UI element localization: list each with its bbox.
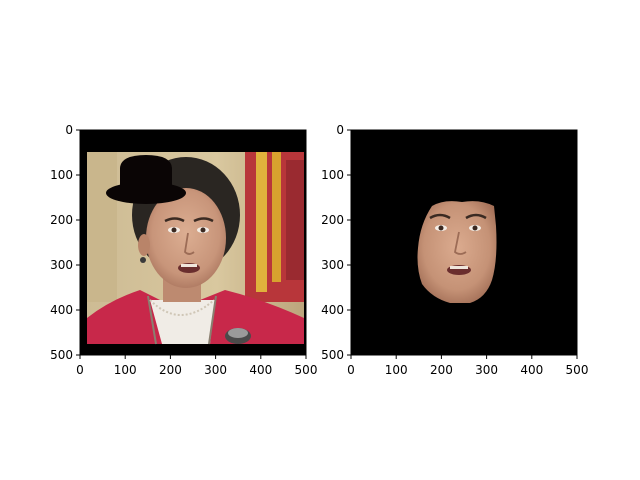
right-ytick-label: 200 — [321, 213, 344, 227]
right-axes-frame — [350, 129, 578, 356]
right-xtick-label: 100 — [385, 363, 408, 377]
left-ytick-label: 300 — [50, 258, 73, 272]
left-xtick-label: 300 — [204, 363, 227, 377]
left-xtick-label: 100 — [114, 363, 137, 377]
cropped-face — [417, 201, 497, 303]
bowler-hat-overlay — [106, 155, 186, 204]
right-ytick-label: 500 — [321, 348, 344, 362]
left-ytick-label: 0 — [65, 123, 73, 137]
right-ytick-label: 300 — [321, 258, 344, 272]
right-xtick-label: 300 — [475, 363, 498, 377]
left-ytick-label: 100 — [50, 168, 73, 182]
right-ytick-label: 100 — [321, 168, 344, 182]
left-xtick-label: 0 — [76, 363, 84, 377]
right-ytick-label: 0 — [336, 123, 344, 137]
right-xtick-label: 400 — [520, 363, 543, 377]
right-xtick-label: 200 — [430, 363, 453, 377]
left-ytick-label: 200 — [50, 213, 73, 227]
left-xtick-label: 500 — [295, 363, 318, 377]
left-xtick-label: 400 — [249, 363, 272, 377]
right-ytick-label: 400 — [321, 303, 344, 317]
right-xtick-label: 0 — [347, 363, 355, 377]
right-image-panel — [351, 130, 577, 355]
right-xtick-label: 500 — [566, 363, 589, 377]
portrait-photo — [87, 152, 304, 345]
left-image-panel — [80, 130, 306, 355]
left-ytick-label: 400 — [50, 303, 73, 317]
left-ytick-label: 500 — [50, 348, 73, 362]
left-xtick-label: 200 — [159, 363, 182, 377]
left-axes-frame — [79, 129, 307, 356]
